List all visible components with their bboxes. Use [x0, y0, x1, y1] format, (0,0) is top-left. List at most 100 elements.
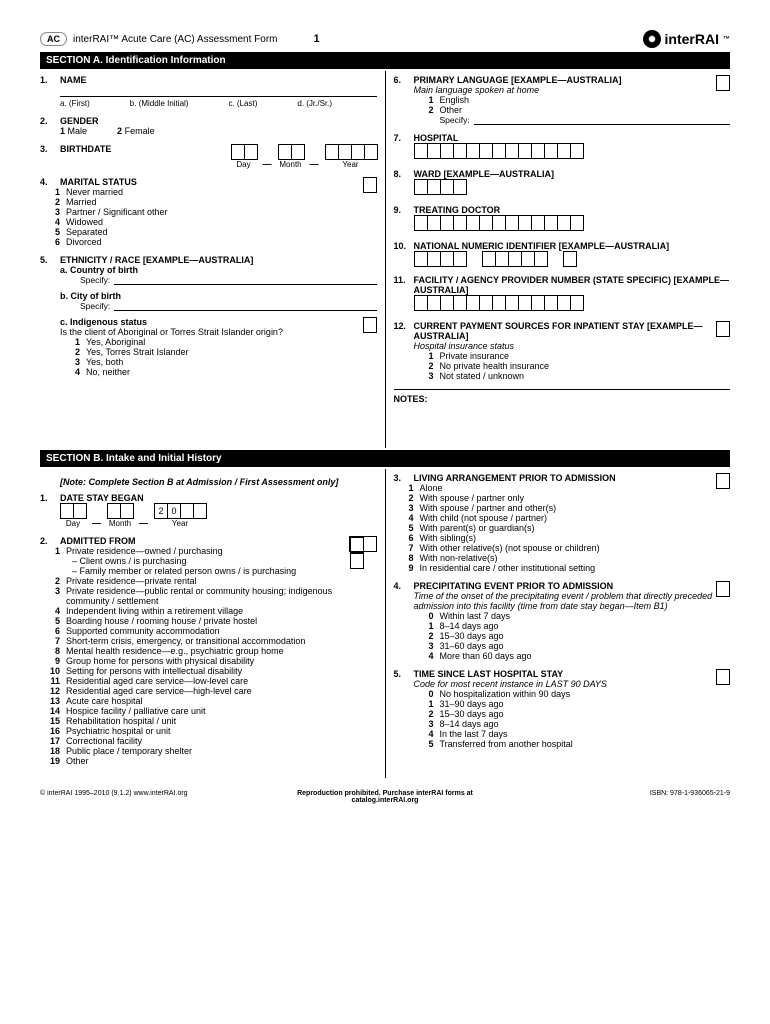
entry-box[interactable]	[414, 143, 428, 159]
answer-box[interactable]	[716, 669, 730, 685]
option: 1Yes, Aboriginal	[66, 337, 377, 347]
date-box[interactable]	[107, 503, 121, 519]
answer-box[interactable]	[716, 581, 730, 597]
entry-box[interactable]	[427, 251, 441, 267]
date-box[interactable]	[193, 503, 207, 519]
entry-box[interactable]	[453, 143, 467, 159]
entry-box[interactable]	[534, 251, 548, 267]
entry-box[interactable]	[492, 143, 506, 159]
option: 3Private residence—public rental or comm…	[46, 586, 377, 606]
option: 2Married	[46, 197, 377, 207]
date-box[interactable]	[60, 503, 74, 519]
entry-box[interactable]	[492, 295, 506, 311]
entry-box[interactable]	[440, 215, 454, 231]
entry-box[interactable]	[479, 143, 493, 159]
option: 17Correctional facility	[46, 736, 377, 746]
entry-box[interactable]	[427, 179, 441, 195]
date-box[interactable]	[231, 144, 245, 160]
date-box[interactable]	[73, 503, 87, 519]
entry-box[interactable]	[414, 251, 428, 267]
date-box[interactable]	[278, 144, 292, 160]
q-title: PRECIPITATING EVENT PRIOR TO ADMISSION	[414, 581, 731, 591]
entry-box[interactable]	[440, 143, 454, 159]
option: 2Yes, Torres Strait Islander	[66, 347, 377, 357]
entry-box[interactable]	[427, 215, 441, 231]
option: 8With non-relative(s)	[400, 553, 731, 563]
entry-box[interactable]	[482, 251, 496, 267]
entry-box[interactable]	[453, 251, 467, 267]
name-line[interactable]	[60, 87, 377, 97]
q-a12: 12.CURRENT PAYMENT SOURCES FOR INPATIENT…	[394, 321, 731, 381]
entry-box[interactable]	[427, 295, 441, 311]
entry-box[interactable]	[544, 215, 558, 231]
lbl-day: Day	[236, 160, 250, 169]
answer-box[interactable]	[716, 321, 730, 337]
answer-box-double[interactable]	[349, 536, 377, 552]
entry-box[interactable]	[479, 215, 493, 231]
date-box[interactable]	[325, 144, 339, 160]
entry-box[interactable]	[479, 295, 493, 311]
entry-box[interactable]	[440, 295, 454, 311]
entry-box[interactable]	[453, 295, 467, 311]
entry-box[interactable]	[570, 215, 584, 231]
entry-box[interactable]	[495, 251, 509, 267]
answer-box[interactable]	[716, 473, 730, 489]
prefill-box: 0	[167, 503, 181, 519]
entry-box[interactable]	[492, 215, 506, 231]
entry-box[interactable]	[518, 295, 532, 311]
entry-box[interactable]	[466, 215, 480, 231]
entry-box[interactable]	[453, 179, 467, 195]
q-num: 4.	[40, 177, 54, 187]
entry-box[interactable]	[508, 251, 522, 267]
entry-box[interactable]	[544, 143, 558, 159]
date-box[interactable]	[338, 144, 352, 160]
entry-box[interactable]	[570, 143, 584, 159]
notes-area[interactable]	[394, 404, 731, 444]
entry-box[interactable]	[440, 251, 454, 267]
date-box[interactable]	[120, 503, 134, 519]
date-box[interactable]	[291, 144, 305, 160]
entry-box[interactable]	[557, 143, 571, 159]
entry-box[interactable]	[505, 295, 519, 311]
specify-line[interactable]	[474, 115, 730, 125]
specify-line[interactable]	[114, 275, 376, 285]
entry-box[interactable]	[557, 295, 571, 311]
specify-line[interactable]	[114, 301, 376, 311]
entry-box[interactable]	[466, 143, 480, 159]
q-num: 2.	[40, 536, 54, 546]
entry-box[interactable]	[557, 215, 571, 231]
q-title: MARITAL STATUS	[60, 177, 377, 187]
a5c-desc: Is the client of Aboriginal or Torres St…	[60, 327, 377, 337]
entry-box[interactable]	[518, 215, 532, 231]
entry-box[interactable]	[414, 215, 428, 231]
entry-box[interactable]	[453, 215, 467, 231]
answer-box[interactable]	[716, 75, 730, 91]
entry-box[interactable]	[531, 143, 545, 159]
entry-box[interactable]	[414, 295, 428, 311]
option: 38–14 days ago	[420, 719, 731, 729]
answer-box[interactable]	[363, 177, 377, 193]
entry-box[interactable]	[466, 295, 480, 311]
date-box[interactable]	[180, 503, 194, 519]
entry-box[interactable]	[414, 179, 428, 195]
answer-box[interactable]	[363, 317, 377, 333]
entry-box[interactable]	[427, 143, 441, 159]
option: 7With other relative(s) (not spouse or c…	[400, 543, 731, 553]
entry-box[interactable]	[563, 251, 577, 267]
date-box[interactable]	[364, 144, 378, 160]
entry-box[interactable]	[521, 251, 535, 267]
option: 2With spouse / partner only	[400, 493, 731, 503]
entry-box[interactable]	[531, 215, 545, 231]
option: 9In residential care / other institution…	[400, 563, 731, 573]
date-box[interactable]	[244, 144, 258, 160]
q-a11: 11.FACILITY / AGENCY PROVIDER NUMBER (ST…	[394, 275, 731, 313]
date-box[interactable]	[351, 144, 365, 160]
entry-box[interactable]	[518, 143, 532, 159]
entry-box[interactable]	[505, 143, 519, 159]
entry-box[interactable]	[440, 179, 454, 195]
entry-box[interactable]	[544, 295, 558, 311]
entry-box[interactable]	[531, 295, 545, 311]
entry-box[interactable]	[505, 215, 519, 231]
option: 2Other	[420, 105, 731, 115]
entry-box[interactable]	[570, 295, 584, 311]
